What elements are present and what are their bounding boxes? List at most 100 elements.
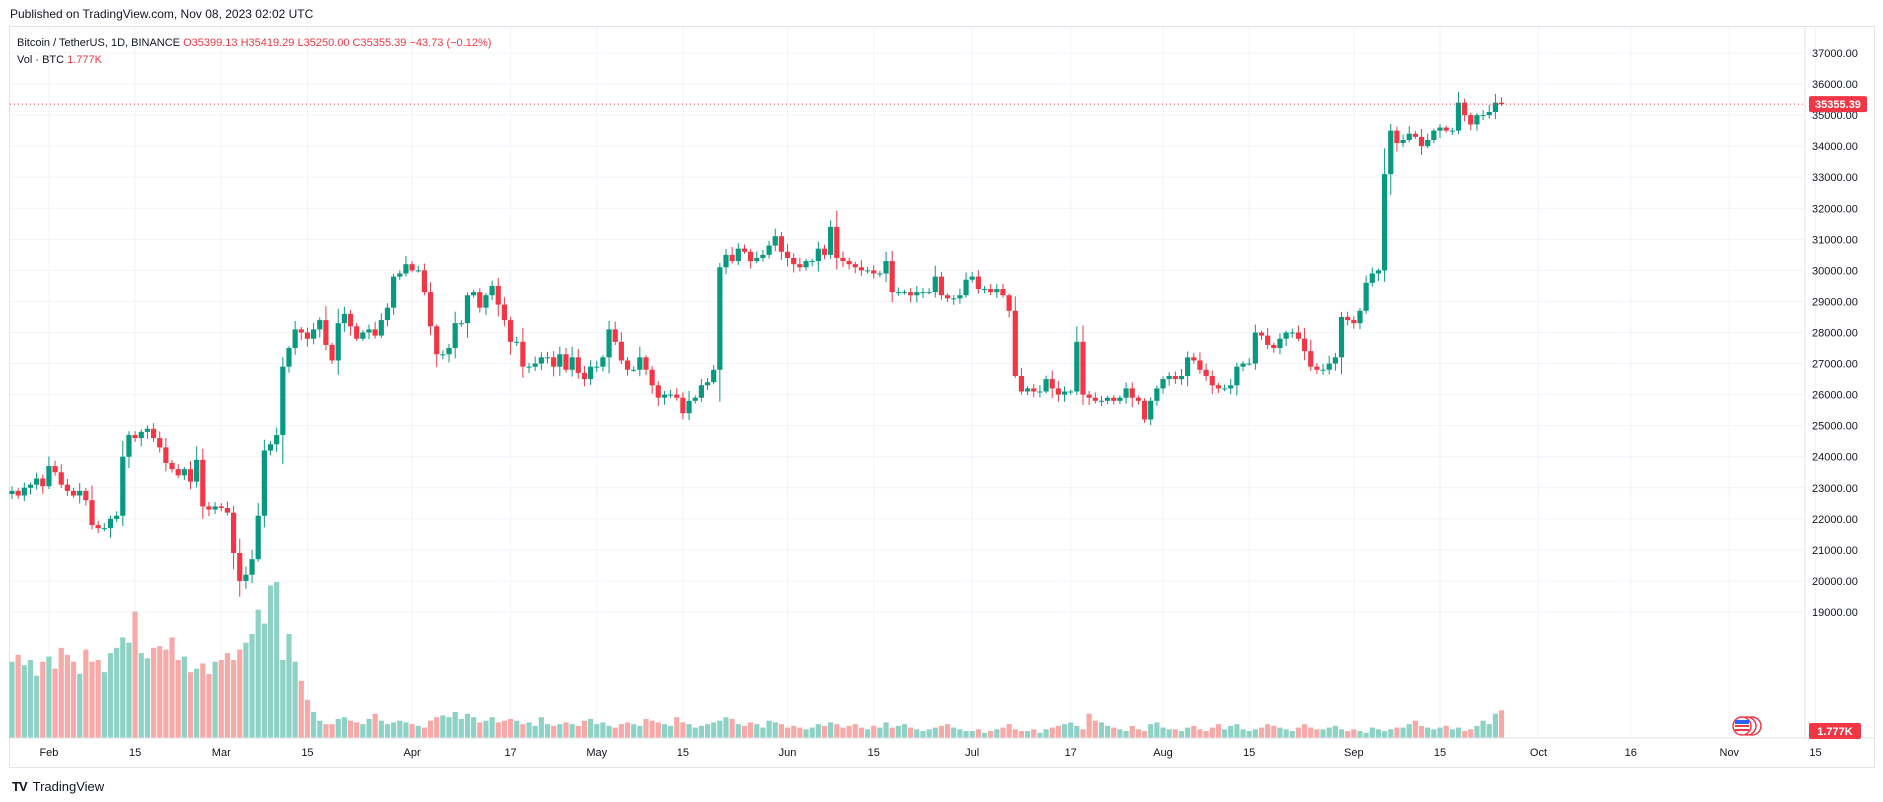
candle-body (957, 295, 963, 299)
candle-body (563, 354, 569, 370)
volume-bar (1338, 729, 1345, 738)
candle-body (951, 298, 957, 300)
volume-bar (230, 660, 237, 738)
candle-body (1049, 379, 1055, 389)
volume-bar (618, 724, 624, 738)
volume-bar (458, 718, 464, 738)
volume-bar (138, 653, 144, 738)
candle-body (1080, 341, 1086, 395)
volume-bar (403, 722, 409, 738)
candle-body (846, 261, 852, 265)
volume-bar (1400, 727, 1406, 738)
candle-body (206, 506, 212, 510)
candle-body (834, 226, 840, 258)
candle-body (1068, 391, 1074, 393)
candle-body (477, 292, 483, 308)
volume-bar (354, 722, 360, 738)
candle-body (1474, 115, 1480, 125)
candle-body (1018, 375, 1025, 392)
volume-bar (569, 724, 575, 738)
volume-bar (187, 672, 194, 738)
candle-body (1338, 316, 1345, 358)
last-volume-badge (1809, 723, 1861, 739)
volume-bar (1074, 725, 1080, 738)
candle-body (249, 559, 255, 575)
candle-body (452, 323, 458, 349)
volume-bar (514, 720, 520, 738)
x-tick-label: Mar (212, 747, 231, 759)
candle-body (544, 357, 551, 359)
volume-bar (1018, 731, 1025, 738)
candle-body (1209, 375, 1215, 386)
candle-body (1141, 400, 1148, 420)
candle-body (1332, 357, 1338, 364)
volume-bar (668, 725, 674, 738)
candle-body (175, 469, 181, 476)
volume-bar (421, 727, 427, 738)
volume-bar (89, 661, 95, 738)
volume-bar (261, 623, 267, 738)
volume-bar (267, 585, 274, 738)
volume-bar (1080, 729, 1086, 738)
volume-bar (70, 661, 77, 738)
volume-bar (1240, 729, 1246, 738)
volume-bar (637, 725, 643, 738)
volume-bar (304, 699, 311, 738)
volume-bar (1197, 729, 1203, 738)
volume-bar (828, 722, 834, 738)
x-tick-label: 15 (1809, 747, 1821, 759)
volume-label[interactable]: Vol · BTC (17, 54, 65, 66)
volume-bar (120, 637, 126, 738)
candle-body (507, 320, 514, 342)
volume-bar (735, 724, 741, 738)
volume-bar (1031, 729, 1037, 738)
volume-bar (175, 660, 181, 738)
candle-body (858, 267, 865, 271)
candle-body (606, 329, 612, 358)
volume-bar (77, 673, 83, 738)
candle-body (1326, 363, 1332, 370)
candle-body (489, 285, 495, 296)
tradingview-footer[interactable]: TV TradingView (12, 779, 104, 794)
volume-bar (1061, 724, 1068, 738)
candle-body (274, 434, 280, 445)
volume-bar (452, 712, 458, 738)
volume-bar (692, 727, 698, 738)
volume-bar (323, 724, 329, 738)
volume-bar (544, 724, 551, 738)
volume-bar (1437, 727, 1443, 738)
volume-bar (809, 727, 815, 738)
us-flag-stripe (1735, 729, 1749, 731)
volume-bar (969, 731, 975, 738)
volume-bar (1332, 725, 1338, 738)
candle-body (89, 500, 95, 526)
symbol-label[interactable]: Bitcoin / TetherUS, 1D, BINANCE (17, 37, 181, 49)
candle-body (901, 292, 908, 294)
candle-body (95, 525, 101, 529)
candle-body (1357, 310, 1363, 324)
candle-body (748, 251, 754, 262)
x-tick-label: Apr (404, 747, 421, 759)
candle-body (1400, 139, 1406, 144)
volume-bar (181, 656, 187, 738)
candle-body (1160, 379, 1166, 389)
candle-body (828, 226, 834, 255)
volume-bar (1172, 729, 1178, 738)
tradingview-brand: TradingView (32, 779, 105, 794)
volume-bar (643, 718, 649, 738)
candle-body (360, 332, 366, 339)
volume-bar (126, 642, 132, 738)
volume-bar (483, 720, 489, 738)
y-tick-label: 19000.00 (1812, 607, 1858, 619)
change-value: −43.73 (−0.12%) (409, 37, 492, 49)
candle-body (1314, 366, 1320, 370)
volume-bar (1086, 713, 1092, 738)
volume-bar (34, 675, 40, 738)
volume-bar (101, 672, 107, 738)
y-tick-label: 31000.00 (1812, 234, 1858, 246)
candle-body (1154, 388, 1160, 401)
volume-bar (797, 727, 803, 738)
candle-body (1369, 273, 1375, 283)
volume-bar (427, 720, 434, 738)
